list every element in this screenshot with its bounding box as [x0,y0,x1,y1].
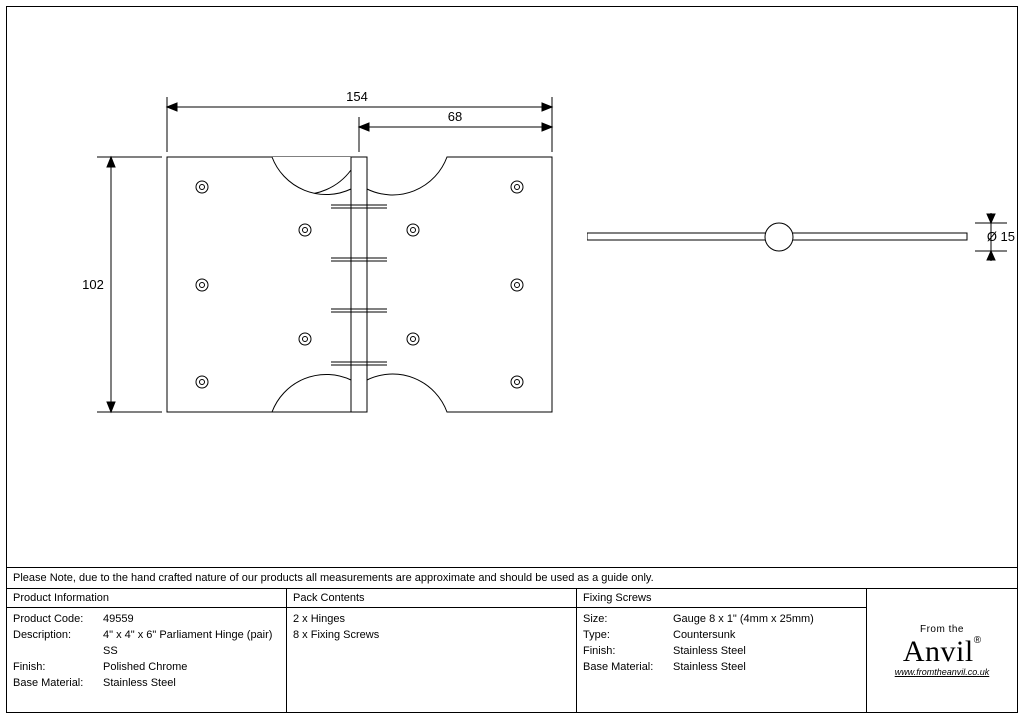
dim-width: 154 [346,89,368,104]
value-fix-base: Stainless Steel [673,660,860,676]
dim-diameter: Ø 15 [987,229,1015,244]
label-finish: Finish: [13,660,103,676]
value-code: 49559 [103,612,280,628]
label-fix-finish: Finish: [583,644,673,660]
label-desc: Description: [13,628,103,644]
pack-line2: 8 x Fixing Screws [293,628,570,644]
col-logo: From the Anvil® www.fromtheanvil.co.uk [867,589,1017,712]
value-desc2: SS [103,644,280,660]
logo-top: From the [895,624,990,635]
value-type: Countersunk [673,628,860,644]
drawing-area: 154 68 102 [7,7,1017,567]
value-desc1: 4" x 4" x 6" Parliament Hinge (pair) [103,628,280,644]
col-product-info: Product Information Product Code: 49559 … [7,589,287,712]
header-product: Product Information [7,589,286,608]
col-fixing-screws: Fixing Screws Size: Gauge 8 x 1" (4mm x … [577,589,867,712]
outer-frame: 154 68 102 [6,6,1018,713]
front-elevation: 154 68 102 [67,67,567,447]
dim-height: 102 [82,277,104,292]
value-base: Stainless Steel [103,676,280,692]
label-type: Type: [583,628,673,644]
label-base: Base Material: [13,676,103,692]
brand-logo: From the Anvil® www.fromtheanvil.co.uk [895,624,990,678]
logo-reg: ® [974,635,981,646]
info-row: Product Information Product Code: 49559 … [7,589,1017,712]
pack-line1: 2 x Hinges [293,612,570,628]
header-pack: Pack Contents [287,589,576,608]
value-finish: Polished Chrome [103,660,280,676]
col-pack-contents: Pack Contents 2 x Hinges 8 x Fixing Scre… [287,589,577,712]
label-size: Size: [583,612,673,628]
value-size: Gauge 8 x 1" (4mm x 25mm) [673,612,860,628]
dim-half: 68 [448,109,462,124]
note-text: Please Note, due to the hand crafted nat… [13,572,654,584]
logo-url: www.fromtheanvil.co.uk [895,668,990,678]
header-fixing: Fixing Screws [577,589,866,608]
side-elevation: Ø 15 [587,197,1017,277]
note-bar: Please Note, due to the hand crafted nat… [7,567,1017,589]
label-fix-base: Base Material: [583,660,673,676]
logo-main: Anvil [903,635,974,668]
value-fix-finish: Stainless Steel [673,644,860,660]
label-code: Product Code: [13,612,103,628]
